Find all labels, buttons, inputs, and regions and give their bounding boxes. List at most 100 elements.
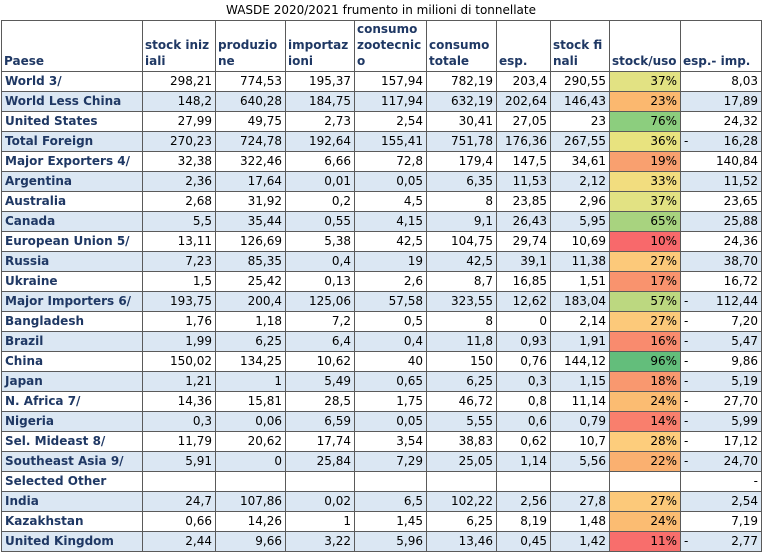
cell-produzione[interactable]: 640,28 [215,91,286,112]
cell-stock-iniziali[interactable]: 150,02 [142,351,216,372]
cell-stock-uso[interactable]: 76% [609,111,681,132]
cell-consumo-totale[interactable]: 5,55 [426,411,497,432]
cell-stock-uso[interactable]: 27% [609,491,681,512]
cell-consumo-totale[interactable]: 323,55 [426,291,497,312]
cell-stock-finali[interactable]: 5,95 [550,211,610,232]
cell-stock-finali[interactable]: 290,55 [550,71,610,92]
cell-consumo-zootecnico[interactable]: 1,75 [354,391,427,412]
cell-esp[interactable] [496,471,551,492]
cell-produzione[interactable]: 0,06 [215,411,286,432]
cell-consumo-totale[interactable]: 150 [426,351,497,372]
cell-stock-iniziali[interactable]: 27,99 [142,111,216,132]
cell-consumo-zootecnico[interactable]: 1,45 [354,511,427,532]
cell-consumo-totale[interactable]: 102,22 [426,491,497,512]
cell-consumo-totale[interactable]: 751,78 [426,131,497,152]
cell-esp[interactable]: 0,62 [496,431,551,452]
cell-consumo-zootecnico[interactable]: 0,05 [354,411,427,432]
cell-paese[interactable]: European Union 5/ [1,231,143,252]
cell-paese[interactable]: Argentina [1,171,143,192]
cell-produzione[interactable]: 200,4 [215,291,286,312]
cell-esp-imp[interactable]: 25,88 [680,211,762,232]
cell-paese[interactable]: United Kingdom [1,531,143,552]
cell-stock-iniziali[interactable]: 1,76 [142,311,216,332]
cell-esp-imp[interactable]: - [680,471,762,492]
cell-stock-uso[interactable]: 16% [609,331,681,352]
cell-produzione[interactable]: 126,69 [215,231,286,252]
cell-stock-iniziali[interactable]: 0,3 [142,411,216,432]
cell-consumo-totale[interactable]: 9,1 [426,211,497,232]
header-consumo-zootecnico[interactable]: consumo zootecnico [354,20,427,72]
cell-consumo-zootecnico[interactable]: 57,58 [354,291,427,312]
cell-consumo-zootecnico[interactable]: 2,6 [354,271,427,292]
header-esp[interactable]: esp. [496,20,551,72]
cell-esp-imp[interactable]: - 2,77 [680,531,762,552]
cell-stock-finali[interactable]: 183,04 [550,291,610,312]
cell-stock-iniziali[interactable]: 2,36 [142,171,216,192]
cell-esp-imp[interactable]: - 17,12 [680,431,762,452]
cell-produzione[interactable]: 724,78 [215,131,286,152]
cell-stock-iniziali[interactable]: 24,7 [142,491,216,512]
cell-produzione[interactable]: 85,35 [215,251,286,272]
cell-esp-imp[interactable]: 38,70 [680,251,762,272]
cell-stock-uso[interactable]: 65% [609,211,681,232]
cell-stock-uso[interactable]: 14% [609,411,681,432]
cell-consumo-totale[interactable]: 8 [426,191,497,212]
cell-esp-imp[interactable]: 16,72 [680,271,762,292]
cell-stock-uso[interactable]: 37% [609,71,681,92]
cell-consumo-zootecnico[interactable]: 3,54 [354,431,427,452]
header-stock-iniziali[interactable]: stock iniziali [142,20,216,72]
cell-esp-imp[interactable]: 11,52 [680,171,762,192]
cell-importazioni[interactable]: 0,4 [285,251,355,272]
cell-importazioni[interactable]: 6,59 [285,411,355,432]
cell-stock-finali[interactable]: 0,79 [550,411,610,432]
cell-importazioni[interactable]: 125,06 [285,291,355,312]
cell-stock-iniziali[interactable]: 5,5 [142,211,216,232]
cell-esp[interactable]: 202,64 [496,91,551,112]
cell-stock-uso[interactable]: 36% [609,131,681,152]
cell-esp-imp[interactable]: 23,65 [680,191,762,212]
cell-stock-iniziali[interactable]: 5,91 [142,451,216,472]
cell-paese[interactable]: Bangladesh [1,311,143,332]
cell-paese[interactable]: Russia [1,251,143,272]
cell-paese[interactable]: Nigeria [1,411,143,432]
cell-produzione[interactable] [215,471,286,492]
cell-esp[interactable]: 203,4 [496,71,551,92]
cell-stock-iniziali[interactable]: 1,99 [142,331,216,352]
cell-esp-imp[interactable]: - 112,44 [680,291,762,312]
cell-paese[interactable]: Australia [1,191,143,212]
cell-stock-uso[interactable]: 27% [609,251,681,272]
cell-importazioni[interactable]: 3,22 [285,531,355,552]
cell-stock-uso[interactable]: 11% [609,531,681,552]
cell-importazioni[interactable]: 0,01 [285,171,355,192]
cell-importazioni[interactable] [285,471,355,492]
cell-consumo-zootecnico[interactable]: 42,5 [354,231,427,252]
cell-esp-imp[interactable]: - 24,70 [680,451,762,472]
cell-importazioni[interactable]: 7,2 [285,311,355,332]
cell-produzione[interactable]: 9,66 [215,531,286,552]
cell-stock-iniziali[interactable] [142,471,216,492]
cell-paese[interactable]: Southeast Asia 9/ [1,451,143,472]
cell-esp[interactable]: 0,6 [496,411,551,432]
cell-stock-uso[interactable]: 17% [609,271,681,292]
cell-stock-uso[interactable] [609,471,681,492]
cell-stock-iniziali[interactable]: 270,23 [142,131,216,152]
cell-paese[interactable]: World 3/ [1,71,143,92]
cell-stock-uso[interactable]: 19% [609,151,681,172]
cell-stock-uso[interactable]: 24% [609,511,681,532]
cell-consumo-totale[interactable]: 6,25 [426,371,497,392]
cell-paese[interactable]: World Less China [1,91,143,112]
cell-produzione[interactable]: 31,92 [215,191,286,212]
cell-stock-finali[interactable] [550,471,610,492]
cell-produzione[interactable]: 15,81 [215,391,286,412]
cell-consumo-totale[interactable] [426,471,497,492]
cell-consumo-zootecnico[interactable]: 4,5 [354,191,427,212]
cell-paese[interactable]: Ukraine [1,271,143,292]
cell-produzione[interactable]: 17,64 [215,171,286,192]
cell-stock-iniziali[interactable]: 193,75 [142,291,216,312]
cell-esp[interactable]: 8,19 [496,511,551,532]
cell-paese[interactable]: N. Africa 7/ [1,391,143,412]
cell-consumo-totale[interactable]: 38,83 [426,431,497,452]
cell-esp-imp[interactable]: 24,36 [680,231,762,252]
cell-consumo-zootecnico[interactable]: 4,15 [354,211,427,232]
cell-consumo-zootecnico[interactable]: 72,8 [354,151,427,172]
